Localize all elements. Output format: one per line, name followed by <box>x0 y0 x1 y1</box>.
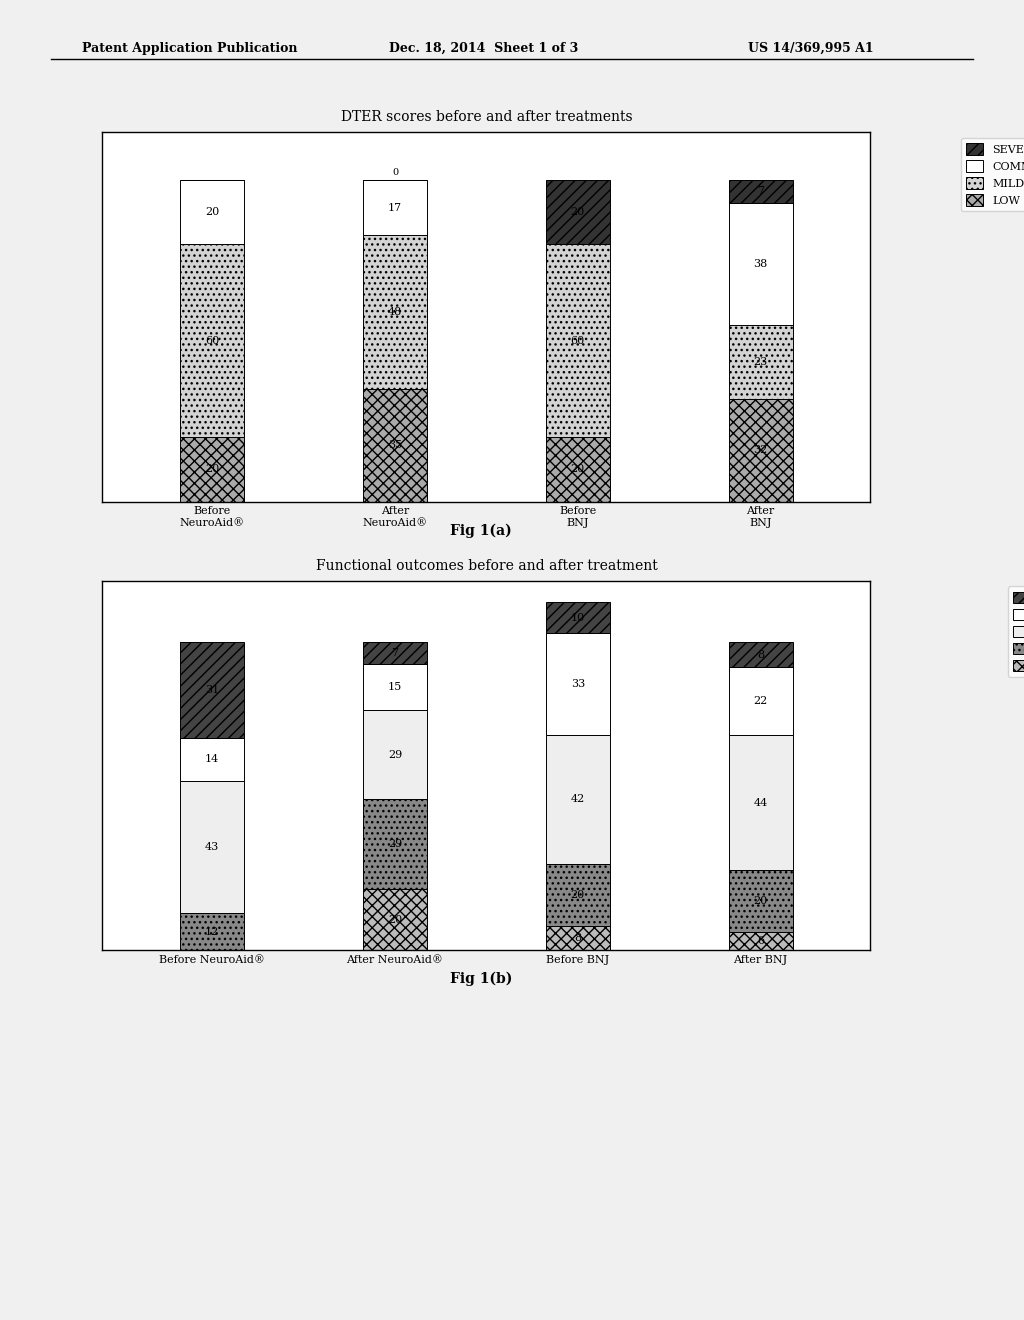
Bar <box>546 602 610 634</box>
Bar <box>180 181 244 244</box>
Bar <box>729 643 793 667</box>
Bar <box>729 870 793 932</box>
Text: 48: 48 <box>388 308 402 317</box>
Text: 20: 20 <box>388 915 402 924</box>
Text: 20: 20 <box>205 465 219 474</box>
Text: 35: 35 <box>388 441 402 450</box>
Bar <box>546 181 610 244</box>
Text: 22: 22 <box>754 696 768 706</box>
Text: Fig 1(b): Fig 1(b) <box>451 972 512 986</box>
Bar <box>180 738 244 781</box>
Text: 33: 33 <box>570 678 585 689</box>
Bar <box>180 244 244 437</box>
Bar <box>729 735 793 870</box>
Bar <box>729 325 793 399</box>
Text: 29: 29 <box>388 840 402 849</box>
Legend: SEVERE, COMMON, MILD, LOW: SEVERE, COMMON, MILD, LOW <box>961 137 1024 211</box>
Text: 7: 7 <box>757 186 764 197</box>
Text: 20: 20 <box>570 890 585 900</box>
Text: 29: 29 <box>388 750 402 760</box>
Bar <box>180 643 244 738</box>
Bar <box>362 710 427 800</box>
Text: US 14/369,995 A1: US 14/369,995 A1 <box>748 42 873 55</box>
Text: 20: 20 <box>570 465 585 474</box>
Bar <box>362 389 427 502</box>
Bar <box>362 800 427 888</box>
Text: Fig 1(a): Fig 1(a) <box>451 523 512 537</box>
Bar <box>546 634 610 735</box>
Text: Dec. 18, 2014  Sheet 1 of 3: Dec. 18, 2014 Sheet 1 of 3 <box>389 42 579 55</box>
Text: 17: 17 <box>388 202 402 213</box>
Title: Functional outcomes before and after treatment: Functional outcomes before and after tre… <box>315 558 657 573</box>
Text: 15: 15 <box>388 682 402 692</box>
Bar <box>546 244 610 437</box>
Bar <box>362 235 427 389</box>
Bar <box>546 925 610 950</box>
Title: DTER scores before and after treatments: DTER scores before and after treatments <box>341 110 632 124</box>
Text: 44: 44 <box>754 797 768 808</box>
Text: 38: 38 <box>754 259 768 269</box>
Text: 12: 12 <box>205 927 219 937</box>
Bar <box>546 735 610 865</box>
Text: 14: 14 <box>205 755 219 764</box>
Text: 10: 10 <box>570 612 585 623</box>
Text: 20: 20 <box>754 896 768 906</box>
Text: 32: 32 <box>754 445 768 455</box>
Text: 31: 31 <box>205 685 219 696</box>
Bar <box>362 181 427 235</box>
Bar <box>362 664 427 710</box>
Text: Patent Application Publication: Patent Application Publication <box>82 42 297 55</box>
Text: 23: 23 <box>754 356 768 367</box>
Bar <box>546 865 610 925</box>
Text: 20: 20 <box>205 207 219 218</box>
Text: 42: 42 <box>570 795 585 804</box>
Text: 8: 8 <box>574 933 582 942</box>
Bar <box>180 781 244 913</box>
Text: 60: 60 <box>570 335 585 346</box>
Bar <box>729 667 793 735</box>
Bar <box>729 181 793 203</box>
Bar <box>180 437 244 502</box>
Text: 8: 8 <box>757 649 764 660</box>
Text: 43: 43 <box>205 842 219 853</box>
Text: 6: 6 <box>757 936 764 946</box>
Legend: 8 pts, 6 pts, 4 pts, 2 pts, 0 pts: 8 pts, 6 pts, 4 pts, 2 pts, 0 pts <box>1008 586 1024 677</box>
Bar <box>729 203 793 325</box>
Bar <box>546 437 610 502</box>
Bar <box>729 932 793 950</box>
Bar <box>180 913 244 950</box>
Text: 60: 60 <box>205 335 219 346</box>
Bar <box>729 399 793 502</box>
Text: 20: 20 <box>570 207 585 218</box>
Text: 7: 7 <box>391 648 398 659</box>
Bar <box>362 643 427 664</box>
Bar <box>362 888 427 950</box>
Text: 0: 0 <box>392 168 398 177</box>
